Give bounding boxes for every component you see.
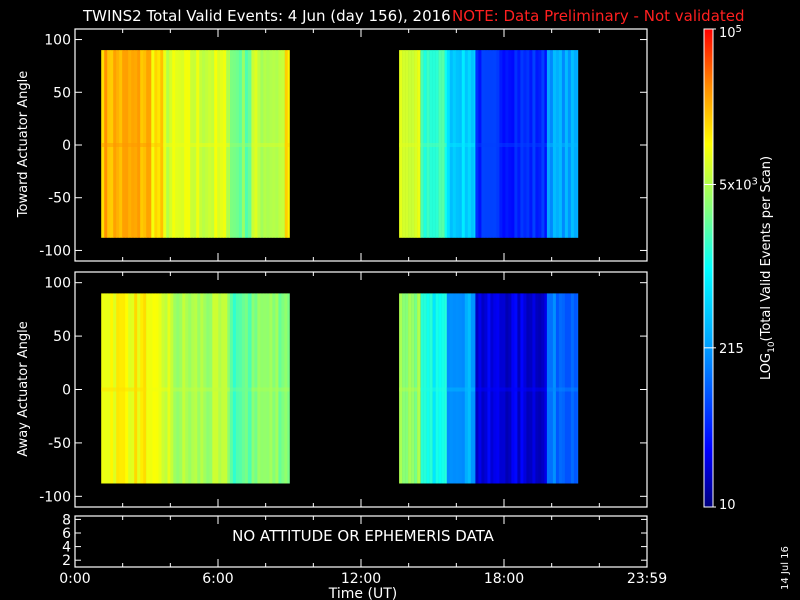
- top-y-axis-label: Toward Actuator Angle: [16, 71, 31, 218]
- top-segment-7-zero-band: [420, 143, 447, 147]
- colorbar-ticks: 105 5x103 215 10: [704, 24, 758, 513]
- mid-ytick-label: -100: [39, 489, 71, 505]
- mid-heatmap-cells: [101, 293, 579, 484]
- date-stamp: 14 Jul 16: [780, 546, 791, 590]
- top-segment-10-zero-band: [546, 143, 578, 147]
- mid-axis: 100 50 0 -50 -100: [39, 271, 648, 508]
- colorbar-tick-label: 10: [719, 498, 736, 513]
- top-ytick-label: 0: [62, 138, 71, 154]
- top-segment-9-zero-band: [475, 143, 547, 147]
- top-segment-4-zero-band: [251, 143, 285, 147]
- colorbar-label: LOG10(Total Valid Events per Scan): [759, 156, 777, 380]
- x-tick-label: 0:00: [59, 571, 90, 587]
- x-tick-label: 6:00: [202, 571, 233, 587]
- colorbar-tick-label: 105: [719, 24, 742, 41]
- top-ytick-label: 50: [53, 85, 71, 101]
- mid-segment-9-zero-band: [546, 387, 578, 392]
- x-axis-label: Time (UT): [328, 586, 397, 600]
- panel-toward-actuator: 100 50 0 -50 -100 Toward Actuator Angle: [16, 28, 648, 262]
- mid-segment-8-zero-band: [475, 387, 547, 392]
- panel-away-actuator: 100 50 0 -50 -100 Away Actuator Angle: [16, 271, 648, 508]
- mid-y-axis-label: Away Actuator Angle: [16, 321, 31, 456]
- x-tick-labels: 0:00 6:00 12:00 18:00 23:59: [59, 571, 667, 587]
- colorbar-label-sub: 10: [767, 341, 777, 353]
- top-segment-0-zero-band: [101, 143, 152, 147]
- mid-segment-1-zero-band: [146, 387, 171, 392]
- top-axis: 100 50 0 -50 -100: [39, 28, 648, 262]
- top-segment-3-zero-band: [229, 143, 252, 147]
- plot-title: TWINS2 Total Valid Events: 4 Jun (day 15…: [82, 7, 451, 25]
- mid-segment-6-zero-band: [420, 387, 447, 392]
- top-ytick-label: -100: [39, 243, 71, 259]
- top-heatmap-cells: [101, 50, 579, 238]
- mid-segment-0-zero-band: [101, 387, 147, 392]
- top-ytick-label: -50: [48, 191, 71, 207]
- colorbar-gradient: [703, 28, 714, 508]
- mid-ytick-label: 0: [62, 383, 71, 399]
- colorbar-tick-label: 215: [719, 342, 744, 357]
- top-ytick-label: 100: [44, 33, 71, 49]
- bottom-ytick-label: 6: [62, 526, 71, 542]
- colorbar-label-rest: (Total Valid Events per Scan): [759, 156, 774, 342]
- mid-segment-2-zero-band: [170, 387, 230, 392]
- colorbar-label-main: LOG: [759, 353, 774, 380]
- mid-segment-3-zero-band: [229, 387, 252, 392]
- preliminary-note: NOTE: Data Preliminary - Not validated: [452, 7, 745, 25]
- mid-segment-4-zero-band: [251, 387, 290, 392]
- colorbar-tick-label: 5x103: [719, 176, 758, 193]
- x-tick-label: 18:00: [484, 571, 524, 587]
- top-segment-6-zero-band: [399, 143, 421, 147]
- mid-segment-5-zero-band: [399, 387, 421, 392]
- x-tick-label: 23:59: [627, 571, 667, 587]
- bottom-ytick-label: 8: [62, 512, 71, 528]
- x-tick-label: 12:00: [341, 571, 381, 587]
- top-segment-5-zero-band: [284, 143, 290, 147]
- no-data-message: NO ATTITUDE OR EPHEMERIS DATA: [232, 527, 495, 545]
- mid-ytick-label: 50: [53, 329, 71, 345]
- bottom-ytick-label: 2: [62, 553, 71, 569]
- mid-segment-7-zero-band: [446, 387, 476, 392]
- top-segment-2-zero-band: [163, 143, 230, 147]
- top-segment-8-zero-band: [446, 143, 476, 147]
- mid-ytick-label: -50: [48, 436, 71, 452]
- top-segment-1-zero-band: [151, 143, 164, 147]
- bottom-ytick-label: 4: [62, 540, 71, 556]
- mid-ytick-label: 100: [44, 276, 71, 292]
